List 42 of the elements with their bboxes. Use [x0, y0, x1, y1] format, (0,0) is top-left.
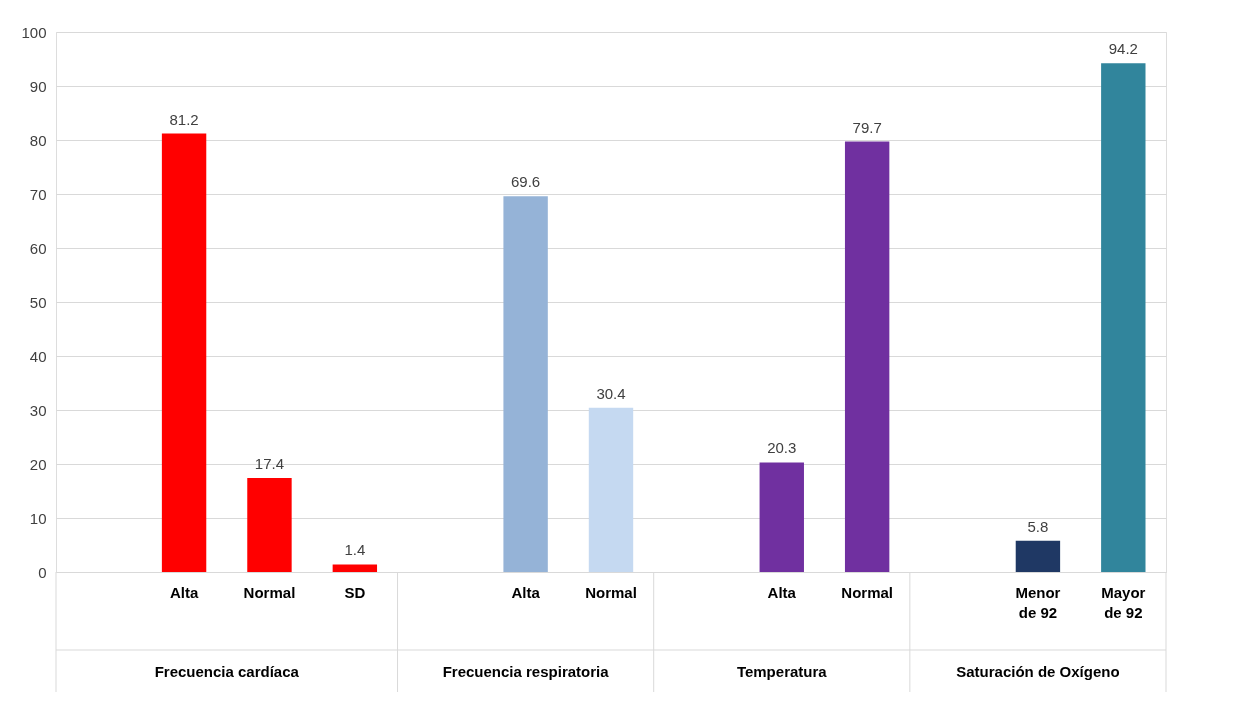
y-tick-label: 60 [29, 239, 47, 257]
y-tick-label: 40 [29, 347, 47, 365]
y-tick-label: 100 [21, 23, 47, 41]
bar [588, 407, 634, 572]
y-tick-label: 10 [29, 509, 47, 527]
text: Temperatura [736, 663, 828, 680]
x-tick-label: Mayor de 92 [1101, 584, 1146, 621]
data-label: 1.4 [344, 541, 366, 559]
bar [759, 462, 804, 572]
y-tick-label: 30 [29, 401, 47, 419]
bar [503, 196, 548, 572]
bar [247, 478, 292, 572]
bar [332, 564, 378, 572]
data-label: 79.7 [852, 118, 882, 136]
x-tick-label: Alta [511, 584, 541, 601]
x-tick-label: Alta [767, 584, 797, 601]
y-tick-label: 0 [38, 563, 47, 581]
text: Frecuencia cardíaca [154, 663, 300, 680]
data-label: 94.2 [1108, 40, 1138, 58]
x-tick-label: Normal [585, 584, 637, 601]
x-tick-label: Normal [243, 584, 296, 601]
y-tick-label: 70 [29, 185, 47, 203]
x-tick-label: Menor de 92 [1015, 584, 1061, 621]
text: Frecuencia respiratoria [442, 663, 610, 680]
x-tick-label: SD [344, 584, 366, 601]
y-tick-label: 20 [29, 455, 47, 473]
bar [844, 141, 890, 572]
x-tick-label: Alta [169, 584, 199, 601]
data-label: 5.8 [1027, 517, 1049, 535]
bar [1015, 540, 1061, 572]
bar [161, 133, 207, 572]
y-tick-label: 90 [29, 77, 47, 95]
data-label: 17.4 [254, 455, 285, 473]
data-label: 69.6 [511, 173, 541, 191]
x-tick-label: Normal [841, 584, 893, 601]
text: Saturación de Oxígeno [956, 663, 1120, 680]
y-tick-label: 80 [29, 131, 47, 149]
y-tick-label: 50 [29, 293, 47, 311]
data-label: 20.3 [767, 439, 797, 457]
bar [1101, 63, 1146, 572]
data-label: 81.2 [169, 110, 199, 128]
data-label: 30.4 [596, 384, 626, 402]
